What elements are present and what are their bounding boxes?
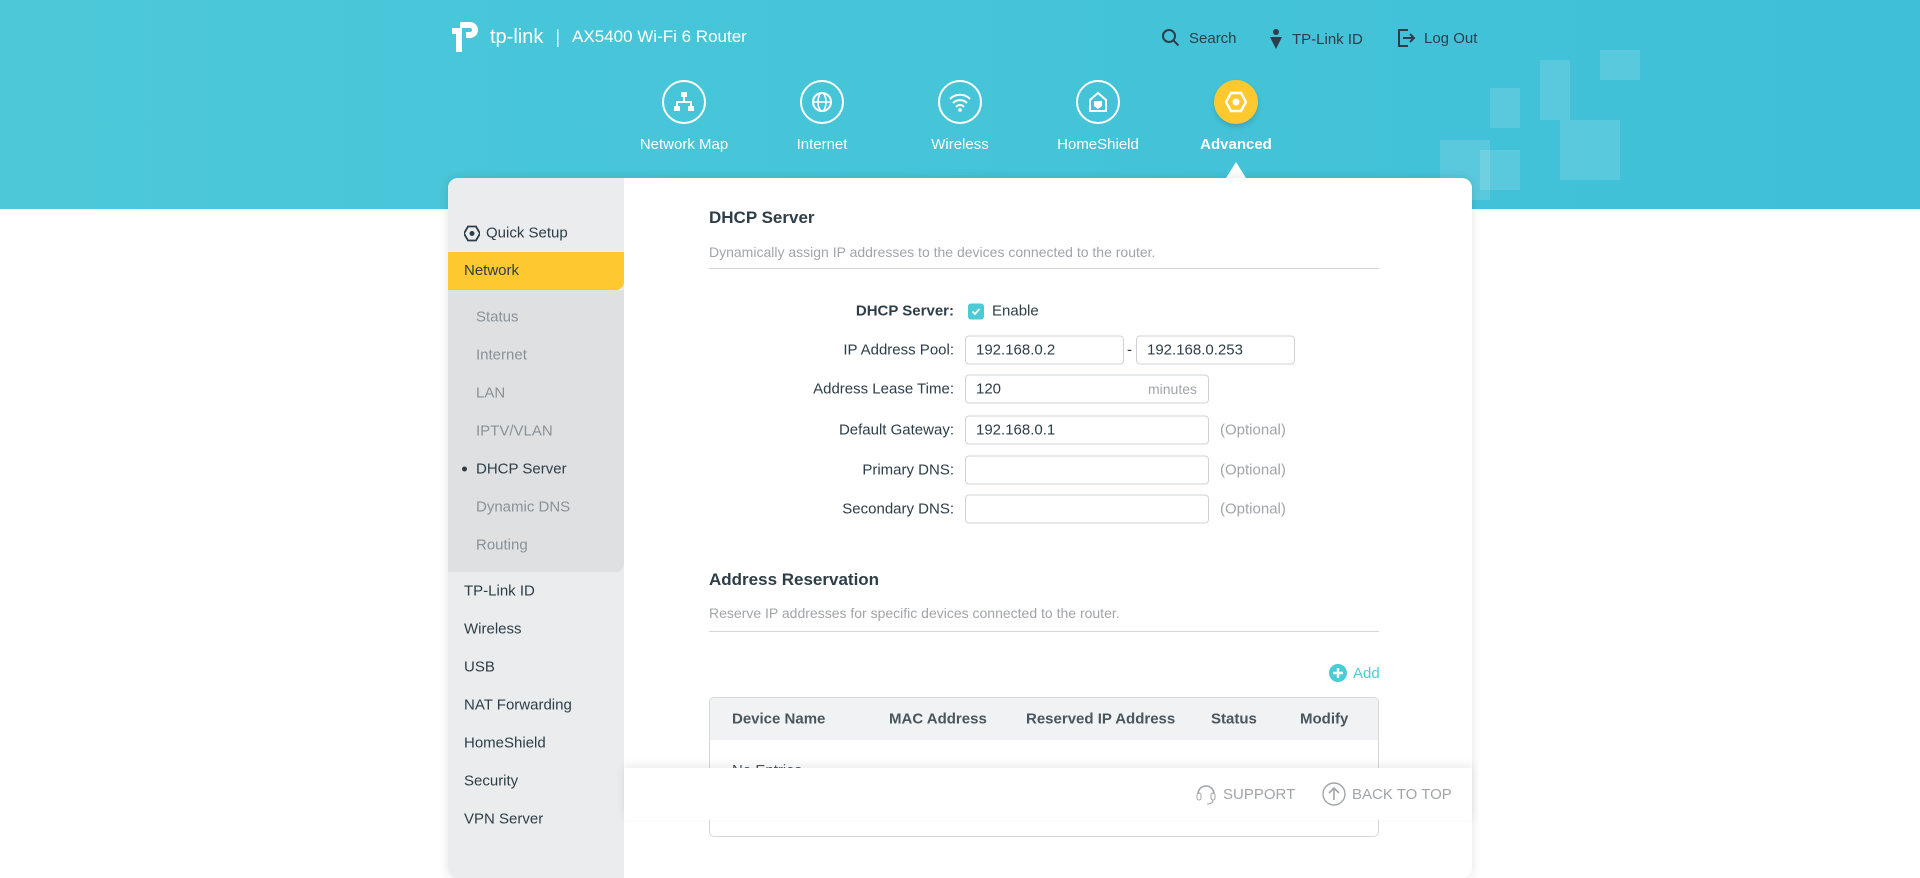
active-indicator bbox=[462, 466, 467, 472]
sidebar-sub-dhcp-server[interactable]: DHCP Server bbox=[476, 460, 567, 478]
sidebar-item-vpn-server[interactable]: VPN Server bbox=[464, 810, 544, 828]
dhcp-server-label: DHCP Server: bbox=[855, 302, 954, 320]
sidebar-sub-routing[interactable]: Routing bbox=[476, 536, 528, 554]
sidebar-item-network[interactable]: Network bbox=[448, 252, 624, 290]
brand-name: tp-link bbox=[490, 25, 544, 48]
search-button[interactable]: Search bbox=[1161, 28, 1237, 48]
router-model: AX5400 Wi-Fi 6 Router bbox=[572, 27, 747, 46]
reservation-table: Device Name MAC Address Reserved IP Addr… bbox=[709, 697, 1379, 837]
checkbox-checked-icon bbox=[968, 303, 984, 319]
primary-dns-label: Primary DNS: bbox=[862, 461, 954, 479]
sidebar-sub-status[interactable]: Status bbox=[476, 308, 519, 326]
secondary-dns-label: Secondary DNS: bbox=[842, 500, 954, 518]
lease-time-input[interactable]: 120 bbox=[965, 374, 1209, 404]
sidebar-item-quick-setup[interactable]: Quick Setup bbox=[464, 225, 568, 242]
dhcp-section-title: DHCP Server bbox=[709, 208, 815, 227]
nav-internet[interactable]: Internet bbox=[752, 80, 892, 153]
tplink-logo[interactable]: tp-link | AX5400 Wi-Fi 6 Router bbox=[448, 20, 747, 54]
reservation-section-title: Address Reservation bbox=[709, 570, 880, 589]
homeshield-icon bbox=[1076, 80, 1120, 124]
quick-setup-icon bbox=[464, 225, 480, 241]
main-card: Quick Setup Network Status Internet LAN … bbox=[448, 178, 1472, 878]
logout-icon bbox=[1398, 29, 1416, 47]
arrow-up-circle-icon bbox=[1322, 782, 1346, 806]
ip-pool-start-input[interactable]: 192.168.0.2 bbox=[965, 335, 1124, 365]
dhcp-section-desc: Dynamically assign IP addresses to the d… bbox=[709, 244, 1156, 260]
ip-pool-end-input[interactable]: 192.168.0.253 bbox=[1136, 335, 1295, 365]
wifi-icon bbox=[938, 80, 982, 124]
sidebar-item-security[interactable]: Security bbox=[464, 772, 519, 790]
header-band bbox=[0, 0, 1920, 209]
logout-button[interactable]: Log Out bbox=[1396, 28, 1477, 48]
ip-pool-label: IP Address Pool: bbox=[843, 341, 954, 359]
sidebar-item-wireless[interactable]: Wireless bbox=[464, 620, 522, 638]
globe-icon bbox=[800, 80, 844, 124]
footer-bar: SUPPORT BACK TO TOP bbox=[624, 768, 1472, 820]
sidebar: Quick Setup Network Status Internet LAN … bbox=[448, 178, 624, 878]
lease-time-unit: minutes bbox=[1148, 381, 1198, 397]
support-link[interactable]: SUPPORT bbox=[1195, 782, 1295, 806]
lease-time-label: Address Lease Time: bbox=[813, 380, 954, 398]
back-to-top-link[interactable]: BACK TO TOP bbox=[1322, 782, 1452, 806]
reservation-section-desc: Reserve IP addresses for specific device… bbox=[709, 605, 1120, 621]
user-icon bbox=[1270, 29, 1282, 49]
sidebar-sub-iptv-vlan[interactable]: IPTV/VLAN bbox=[476, 422, 553, 440]
default-gateway-label: Default Gateway: bbox=[838, 421, 954, 439]
nav-homeshield[interactable]: HomeShield bbox=[1028, 80, 1168, 153]
secondary-dns-input[interactable] bbox=[965, 494, 1209, 524]
nav-wireless[interactable]: Wireless bbox=[890, 80, 1030, 153]
plus-circle-icon bbox=[1329, 664, 1347, 682]
add-reservation-button[interactable]: Add bbox=[1329, 664, 1380, 682]
sidebar-item-usb[interactable]: USB bbox=[464, 658, 495, 676]
default-gateway-input[interactable]: 192.168.0.1 bbox=[965, 415, 1209, 445]
sidebar-item-homeshield[interactable]: HomeShield bbox=[464, 734, 546, 752]
search-icon bbox=[1162, 29, 1180, 47]
advanced-gear-icon bbox=[1214, 80, 1258, 124]
primary-dns-input[interactable] bbox=[965, 455, 1209, 485]
nav-network-map[interactable]: Network Map bbox=[614, 80, 754, 153]
tplink-logo-icon bbox=[452, 22, 478, 52]
sidebar-item-tplink-id[interactable]: TP-Link ID bbox=[464, 582, 535, 600]
table-header: Device Name MAC Address Reserved IP Addr… bbox=[710, 698, 1378, 740]
tplink-id-button[interactable]: TP-Link ID bbox=[1268, 28, 1363, 50]
nav-advanced[interactable]: Advanced bbox=[1166, 80, 1306, 153]
sidebar-sub-lan[interactable]: LAN bbox=[476, 384, 506, 402]
dhcp-enable-checkbox[interactable]: Enable bbox=[968, 303, 1039, 320]
sidebar-item-nat-forwarding[interactable]: NAT Forwarding bbox=[464, 696, 572, 714]
network-map-icon bbox=[662, 80, 706, 124]
sidebar-sub-dynamic-dns[interactable]: Dynamic DNS bbox=[476, 498, 571, 516]
sidebar-sub-internet[interactable]: Internet bbox=[476, 346, 527, 364]
headset-icon bbox=[1196, 785, 1216, 805]
